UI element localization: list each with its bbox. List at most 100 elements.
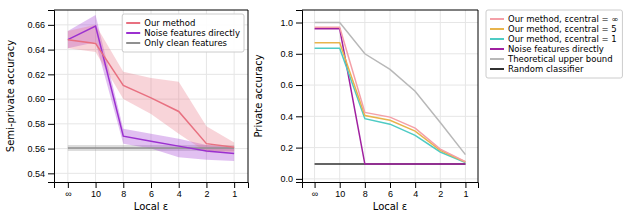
x-axis-title: Local ε bbox=[134, 201, 169, 212]
legend-label: Noise features directly bbox=[144, 28, 240, 38]
y-tick-mark bbox=[48, 99, 54, 100]
y-tick-label: 0.60 bbox=[27, 94, 45, 104]
x-tick-label: 2 bbox=[438, 189, 443, 199]
y-axis: 0.00.20.40.60.81.0 bbox=[280, 11, 302, 185]
legend-swatch bbox=[490, 48, 504, 50]
x-tick: 6 bbox=[388, 182, 393, 199]
legend-item: Our method, εcentral = 5 bbox=[490, 24, 617, 34]
y-tick-label: 0.8 bbox=[280, 49, 293, 59]
x-tick-mark bbox=[206, 182, 207, 188]
y-tick-label: 0.64 bbox=[27, 45, 45, 55]
grid-line-x bbox=[415, 10, 416, 182]
legend-box bbox=[486, 10, 622, 78]
legend-label: Theoretical upper bound bbox=[507, 54, 613, 64]
y-axis-title: Semi-private accuracy bbox=[5, 40, 16, 152]
y-axis-line bbox=[296, 11, 303, 183]
y-tick-mark bbox=[48, 173, 54, 174]
subplot: 0.00.20.40.60.81.0∞1086421Local εPrivate… bbox=[253, 10, 622, 212]
legend-item: Our method, εcentral = ∞ bbox=[490, 14, 618, 24]
y-axis-title: Private accuracy bbox=[253, 54, 264, 137]
y-tick-mark bbox=[48, 74, 54, 75]
legend-label: Our method, εcentral = 1 bbox=[508, 34, 617, 44]
x-tick-mark bbox=[96, 182, 97, 188]
x-tick-mark bbox=[123, 182, 124, 188]
y-tick-mark bbox=[296, 85, 302, 86]
x-tick-label: ∞ bbox=[65, 189, 71, 199]
legend-swatch bbox=[126, 22, 140, 24]
x-tick-label: 6 bbox=[388, 189, 393, 199]
grid-line-x bbox=[390, 10, 391, 182]
x-tick: 1 bbox=[232, 182, 237, 199]
y-tick: 1.0 bbox=[280, 18, 302, 28]
y-tick-label: 0.66 bbox=[27, 20, 45, 30]
chart-root: 0.540.560.580.600.620.640.66∞1086421Loca… bbox=[0, 0, 640, 218]
x-tick: 6 bbox=[149, 182, 154, 199]
x-tick: 10 bbox=[335, 182, 345, 199]
subplot: 0.540.560.580.600.620.640.66∞1086421Loca… bbox=[5, 10, 249, 212]
line bbox=[68, 147, 234, 149]
legend-label: Our method bbox=[144, 18, 195, 28]
y-tick: 0.4 bbox=[280, 112, 302, 122]
y-tick-mark bbox=[48, 124, 54, 125]
legend-item: Noise features directly bbox=[490, 44, 604, 54]
legend-label: Only clean features bbox=[144, 38, 227, 48]
line bbox=[315, 48, 466, 162]
x-tick-label: 4 bbox=[413, 189, 418, 199]
legend-swatch bbox=[490, 28, 504, 30]
frame-right bbox=[478, 10, 479, 182]
x-tick-mark bbox=[440, 182, 441, 188]
x-tick-label: 1 bbox=[463, 189, 468, 199]
x-tick-label: ∞ bbox=[312, 189, 318, 199]
x-tick-mark bbox=[340, 182, 341, 188]
legend-swatch bbox=[490, 68, 504, 70]
legend-item: Our method bbox=[126, 18, 195, 28]
y-tick: 0.58 bbox=[27, 119, 54, 129]
y-tick-label: 0.56 bbox=[27, 144, 45, 154]
legend-item: Noise features directly bbox=[126, 28, 240, 38]
x-tick-mark bbox=[68, 182, 69, 188]
legend-item: Theoretical upper bound bbox=[490, 54, 613, 64]
y-tick-mark bbox=[48, 50, 54, 51]
y-tick-mark bbox=[296, 23, 302, 24]
y-tick-mark bbox=[48, 149, 54, 150]
frame-right bbox=[248, 10, 249, 182]
grid bbox=[302, 10, 478, 182]
x-tick-mark bbox=[179, 182, 180, 188]
legend-label: Our method, εcentral = ∞ bbox=[508, 14, 618, 24]
y-tick-label: 1.0 bbox=[280, 18, 293, 28]
legend-label: Random classifier bbox=[508, 64, 584, 74]
y-tick-label: 0.0 bbox=[280, 174, 293, 184]
x-tick-label: 10 bbox=[91, 189, 101, 199]
legend: Our methodNoise features directlyOnly cl… bbox=[122, 14, 244, 52]
y-tick: 0.60 bbox=[27, 94, 54, 104]
x-tick: 4 bbox=[413, 182, 418, 199]
x-tick: ∞ bbox=[312, 182, 318, 199]
y-tick: 0.62 bbox=[27, 70, 54, 80]
legend-box bbox=[122, 14, 244, 52]
legend-label: Noise features directly bbox=[508, 44, 604, 54]
y-tick-label: 0.4 bbox=[280, 112, 293, 122]
legend: Our method, εcentral = ∞Our method, εcen… bbox=[486, 10, 622, 78]
band bbox=[68, 25, 234, 152]
y-tick-mark bbox=[296, 179, 302, 180]
legend-item: Our method, εcentral = 1 bbox=[490, 34, 617, 44]
grid bbox=[54, 10, 248, 182]
plot-data bbox=[315, 23, 466, 165]
x-tick-label: 10 bbox=[335, 189, 345, 199]
x-tick: 2 bbox=[204, 182, 209, 199]
x-tick-mark bbox=[151, 182, 152, 188]
x-tick-label: 6 bbox=[149, 189, 154, 199]
y-tick: 0.56 bbox=[27, 144, 54, 154]
y-tick: 0.6 bbox=[280, 80, 302, 90]
frame-top bbox=[54, 10, 248, 11]
y-tick-mark bbox=[296, 148, 302, 149]
grid-line-x bbox=[364, 10, 365, 182]
y-tick: 0.66 bbox=[27, 20, 54, 30]
line bbox=[68, 40, 234, 148]
y-axis: 0.540.560.580.600.620.640.66 bbox=[27, 11, 54, 183]
x-tick-label: 1 bbox=[232, 189, 237, 199]
y-tick-label: 0.6 bbox=[280, 80, 293, 90]
y-tick-mark bbox=[296, 54, 302, 55]
y-tick-mark bbox=[296, 116, 302, 117]
line bbox=[315, 29, 466, 164]
